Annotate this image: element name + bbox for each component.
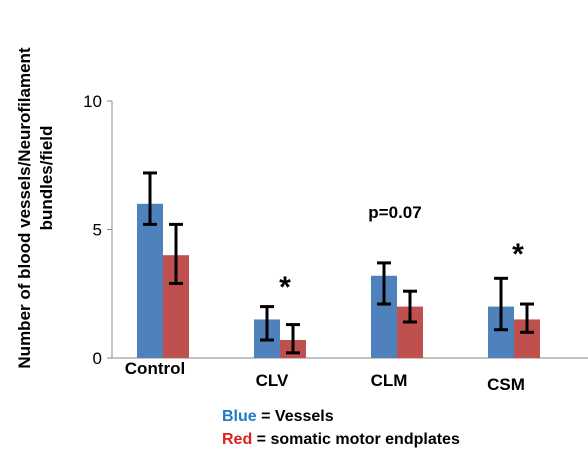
y-tick-label: 0 (93, 349, 102, 368)
legend-red-text: = somatic motor endplates (252, 431, 460, 448)
error-bar (143, 171, 157, 226)
x-category-label: CLV (256, 371, 289, 390)
p-value-annotation: p=0.07 (368, 203, 421, 222)
error-bar (403, 289, 417, 324)
bar-vessels-control (137, 203, 163, 358)
error-bars (143, 171, 534, 355)
x-category-label: Control (125, 359, 185, 378)
error-bar (377, 261, 391, 306)
error-bar (286, 323, 300, 355)
error-bar (169, 222, 183, 285)
y-axis-title-line-1: Number of blood vessels/Neurofilament (15, 47, 34, 369)
error-bar (494, 276, 508, 332)
y-axis-title-line-2: bundles/field (37, 126, 56, 231)
legend-endplates: Red = somatic motor endplates (222, 431, 460, 449)
x-category-label: CLM (371, 371, 408, 390)
y-axis-title: Number of blood vessels/Neurofilament bu… (15, 47, 56, 369)
significance-asterisk: * (512, 238, 524, 271)
significance-asterisk: * (279, 271, 291, 304)
legend-vessels: Blue = Vessels (222, 408, 334, 426)
error-bar (260, 305, 274, 342)
bars (137, 203, 540, 358)
x-category-label: CSM (487, 375, 525, 394)
labels: Control CLV CLM CSM * p=0.07 * (125, 203, 525, 394)
legend-red-word: Red (222, 431, 253, 448)
y-tick-label: 10 (83, 92, 102, 111)
error-bar (520, 302, 534, 334)
legend-blue-word: Blue (222, 408, 257, 425)
legend-blue-text: = Vessels (256, 408, 334, 425)
y-tick-label: 5 (93, 221, 102, 240)
